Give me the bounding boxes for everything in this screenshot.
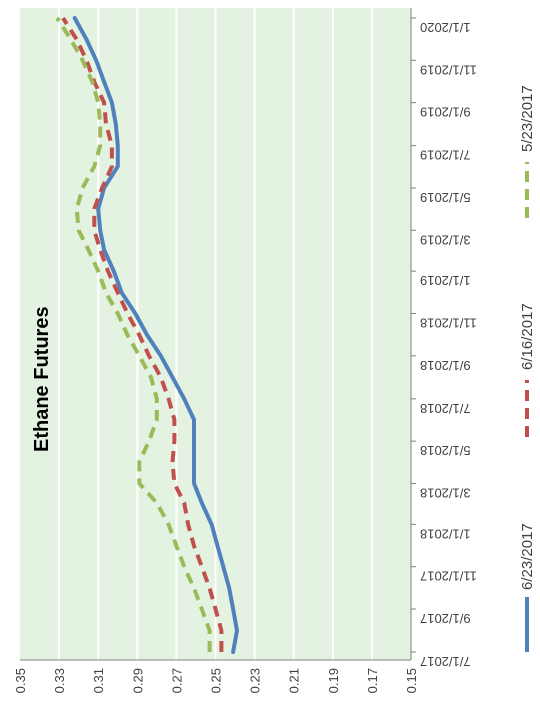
tick-labels: 0.35 0.33 0.31 0.29 0.27 0.25 0.23 0.21 0.19 0.17… [13,20,477,693]
date-tick-label: 1/1/2019 [420,273,471,288]
date-tick-label: 1/1/2018 [420,526,471,541]
value-tick-label: 0.33 [52,668,67,693]
date-tick-label: 1/1/2020 [420,20,471,35]
date-tick-label: 9/1/2017 [420,611,471,626]
legend: 6/23/2017 6/16/2017 5/23/2017 [519,85,536,652]
value-tick-label: 0.19 [326,668,341,693]
date-tick-label: 7/1/2017 [420,654,471,669]
value-tick-label: 0.25 [209,668,224,693]
series-line [55,16,212,652]
date-tick-label: 3/1/2018 [420,485,471,500]
value-tick-label: 0.15 [404,668,419,693]
value-tick-label: 0.29 [130,668,145,693]
series-line [61,16,224,652]
date-tick-label: 5/1/2018 [420,443,471,458]
value-tick-label: 0.31 [91,668,106,693]
date-tick-label: 7/1/2018 [420,401,471,416]
value-tick-label: 0.23 [248,668,263,693]
value-tick-label: 0.27 [169,668,184,693]
legend-label: 6/23/2017 [519,523,536,590]
date-tick-label: 7/1/2019 [420,148,471,163]
value-tick-label: 0.17 [365,668,380,693]
value-tick-label: 0.21 [287,668,302,693]
series-line [72,16,239,654]
date-tick-label: 11/1/2017 [420,569,477,584]
value-tick-label: 0.35 [13,668,28,693]
date-tick-label: 11/1/2018 [420,315,477,330]
legend-label: 6/16/2017 [519,303,536,370]
date-tick-label: 5/1/2019 [420,190,471,205]
series-lines [55,16,239,654]
date-tick-label: 11/1/2019 [420,62,477,77]
date-tick-label: 9/1/2019 [420,105,471,120]
legend-label: 5/23/2017 [519,85,536,152]
date-tick-label: 3/1/2019 [420,232,471,247]
axes [20,8,416,661]
chart-title: Ethane Futures [31,306,53,452]
date-tick-label: 9/1/2018 [420,358,471,373]
